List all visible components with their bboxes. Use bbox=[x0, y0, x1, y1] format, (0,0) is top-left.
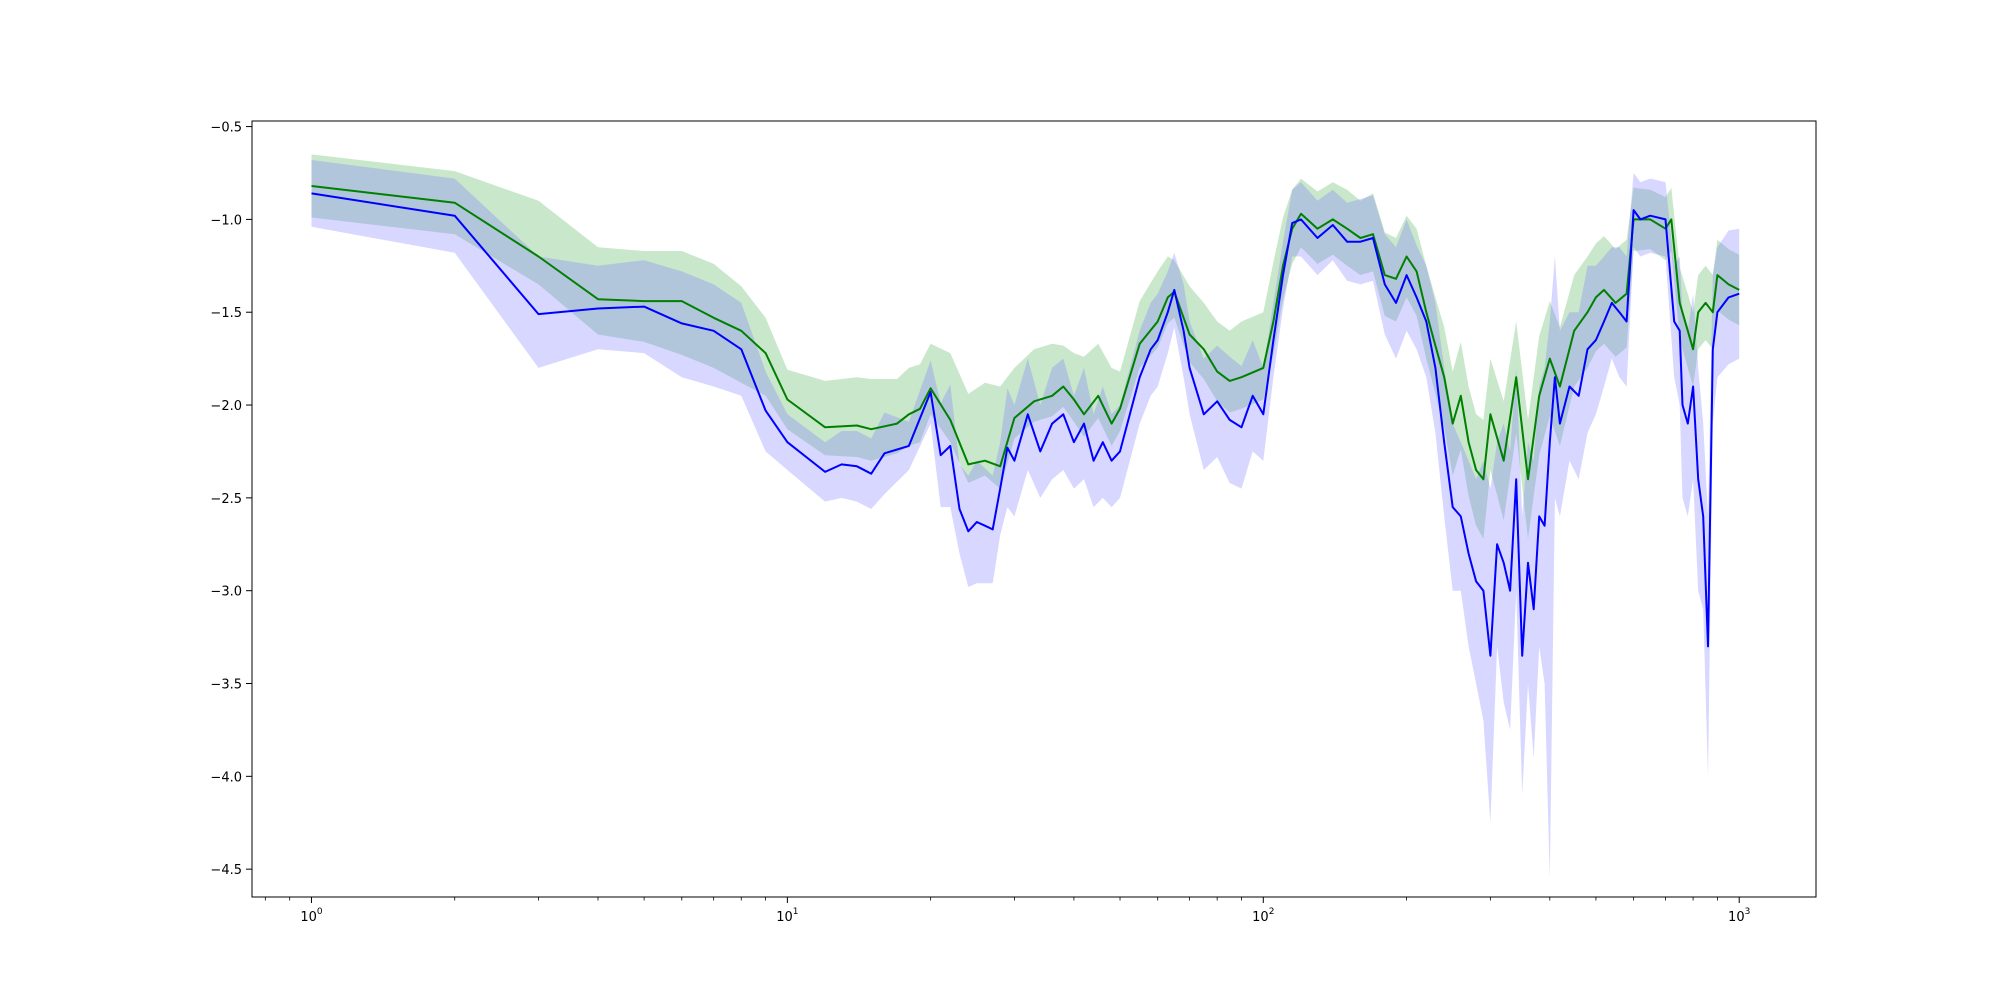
series-lines bbox=[311, 185, 1740, 657]
x-tick-label: 102 bbox=[1252, 907, 1274, 925]
x-tick-label: 100 bbox=[300, 907, 323, 925]
y-tick-label: −4.5 bbox=[210, 863, 242, 878]
confidence-bands bbox=[311, 154, 1740, 879]
series-1-line bbox=[311, 185, 1740, 481]
series-2-band bbox=[311, 160, 1740, 879]
y-tick-label: −3.5 bbox=[210, 678, 242, 693]
series-2-line bbox=[311, 192, 1740, 657]
x-tick-label: 103 bbox=[1728, 907, 1750, 925]
y-tick-label: −2.0 bbox=[210, 399, 242, 414]
y-tick-label: −0.5 bbox=[210, 121, 242, 136]
x-axis: 100 101 102 103 bbox=[264, 897, 1750, 925]
y-tick-label: −1.5 bbox=[210, 306, 242, 321]
y-tick-label: −2.5 bbox=[210, 492, 242, 507]
series-1-band bbox=[311, 154, 1740, 539]
plot-frame bbox=[251, 120, 1817, 898]
y-axis: −0.5 −1.0 −1.5 −2.0 −2.5 −3.0 −3.5 −4.0 −4.5 bbox=[210, 121, 252, 878]
x-tick-label: 101 bbox=[776, 907, 798, 925]
y-tick-label: −4.0 bbox=[210, 770, 242, 785]
y-tick-label: −3.0 bbox=[210, 585, 242, 600]
y-tick-label: −1.0 bbox=[210, 213, 242, 228]
